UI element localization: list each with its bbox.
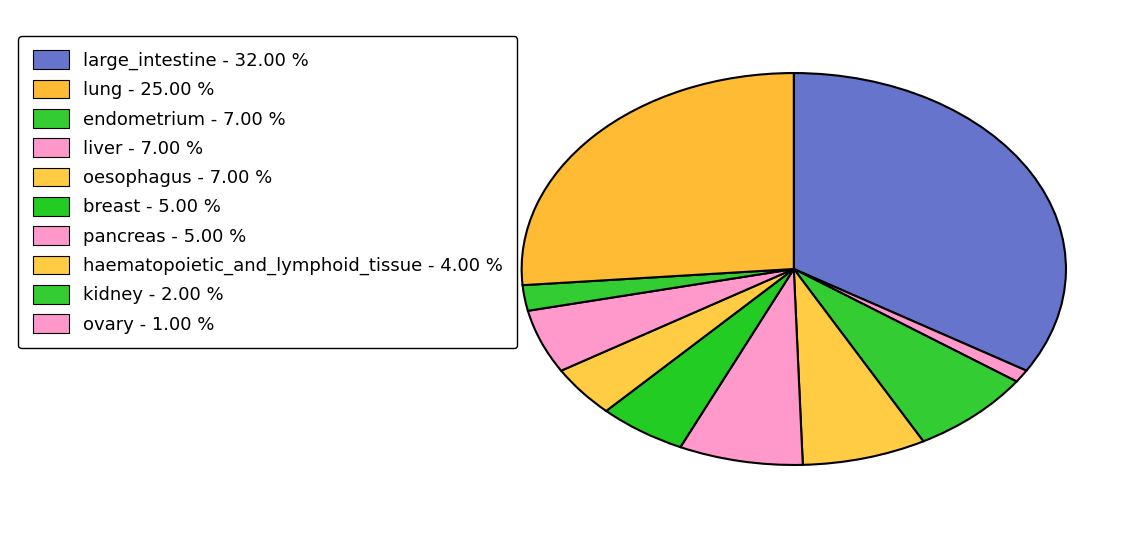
Wedge shape xyxy=(794,269,923,465)
Wedge shape xyxy=(794,73,1066,371)
Wedge shape xyxy=(522,73,794,285)
Wedge shape xyxy=(794,269,1016,441)
Wedge shape xyxy=(561,269,794,411)
Wedge shape xyxy=(523,269,794,311)
Wedge shape xyxy=(607,269,794,447)
Wedge shape xyxy=(794,269,1026,381)
Wedge shape xyxy=(528,269,794,371)
Legend: large_intestine - 32.00 %, lung - 25.00 %, endometrium - 7.00 %, liver - 7.00 %,: large_intestine - 32.00 %, lung - 25.00 … xyxy=(18,36,517,348)
Wedge shape xyxy=(680,269,803,465)
